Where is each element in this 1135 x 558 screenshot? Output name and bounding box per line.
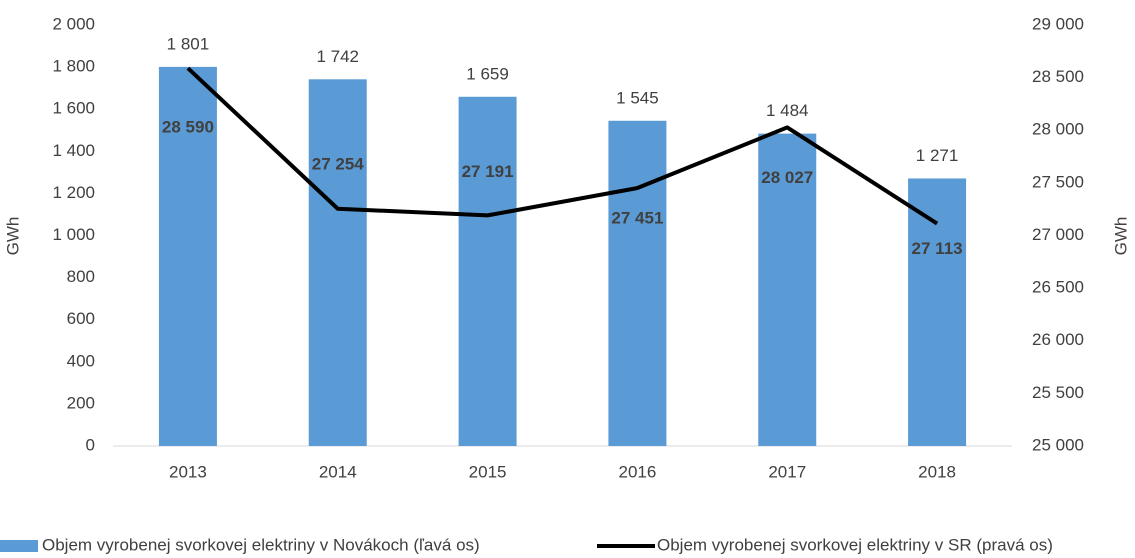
bar-value-label: 1 545 bbox=[616, 88, 659, 107]
x-tick-label: 2018 bbox=[918, 462, 956, 481]
line-value-label: 27 254 bbox=[312, 154, 365, 173]
y-tick-label: 800 bbox=[67, 267, 95, 286]
y2-tick-label: 26 000 bbox=[1032, 330, 1084, 349]
y-tick-label: 0 bbox=[86, 435, 95, 454]
y-axis-label: GWh bbox=[3, 217, 22, 256]
legend-label: Objem vyrobenej svorkovej elektriny v No… bbox=[42, 535, 480, 554]
bar-value-label: 1 742 bbox=[316, 47, 359, 66]
bar bbox=[458, 96, 517, 446]
bar bbox=[758, 133, 817, 447]
bar bbox=[158, 66, 217, 447]
y2-tick-label: 25 500 bbox=[1032, 383, 1084, 402]
y-tick-label: 1 600 bbox=[52, 99, 95, 118]
y2-tick-label: 27 500 bbox=[1032, 172, 1084, 191]
y-tick-label: 1 000 bbox=[52, 225, 95, 244]
bar bbox=[308, 79, 367, 447]
line-value-label: 27 113 bbox=[912, 239, 963, 258]
bar bbox=[608, 120, 667, 446]
y-tick-label: 1 400 bbox=[52, 141, 95, 160]
x-tick-label: 2013 bbox=[169, 462, 207, 481]
bar-value-label: 1 801 bbox=[167, 34, 210, 53]
y2-tick-label: 29 000 bbox=[1032, 14, 1084, 33]
line-value-label: 28 027 bbox=[761, 168, 813, 187]
line-value-label: 28 590 bbox=[162, 118, 214, 137]
y-tick-label: 400 bbox=[67, 351, 95, 370]
y-tick-label: 1 800 bbox=[52, 57, 95, 76]
x-tick-label: 2016 bbox=[619, 462, 657, 481]
line bbox=[186, 66, 939, 226]
legend-swatch bbox=[0, 540, 38, 552]
legend-label: Objem vyrobenej svorkovej elektriny v SR… bbox=[657, 535, 1053, 554]
y-tick-label: 200 bbox=[67, 393, 95, 412]
y2-axis-label: GWh bbox=[1111, 217, 1130, 256]
bar-value-label: 1 271 bbox=[916, 146, 959, 165]
x-tick-label: 2014 bbox=[319, 462, 357, 481]
bar bbox=[908, 178, 967, 446]
y-tick-label: 600 bbox=[67, 309, 95, 328]
bar-value-label: 1 484 bbox=[766, 101, 809, 120]
y-tick-label: 1 200 bbox=[52, 183, 95, 202]
line-value-label: 27 451 bbox=[611, 209, 663, 228]
y-tick-label: 2 000 bbox=[52, 14, 95, 33]
y2-tick-label: 28 500 bbox=[1032, 67, 1084, 86]
x-tick-label: 2015 bbox=[469, 462, 507, 481]
y2-tick-label: 27 000 bbox=[1032, 225, 1084, 244]
bar-value-label: 1 659 bbox=[466, 64, 509, 83]
line-value-label: 27 191 bbox=[462, 162, 514, 181]
x-tick-label: 2017 bbox=[768, 462, 806, 481]
y2-tick-label: 28 000 bbox=[1032, 120, 1084, 139]
y2-tick-label: 26 500 bbox=[1032, 278, 1084, 297]
y2-tick-label: 25 000 bbox=[1032, 435, 1084, 454]
